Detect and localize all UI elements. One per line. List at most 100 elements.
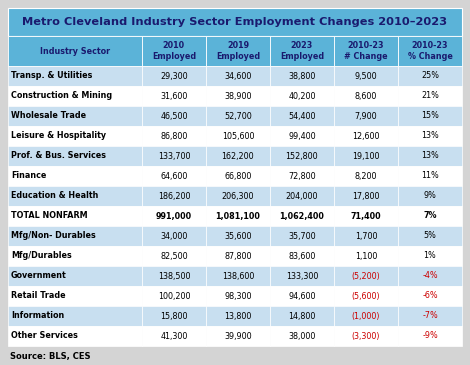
Bar (334, 266, 398, 286)
Bar (206, 326, 270, 346)
Bar (334, 286, 398, 306)
Bar (206, 206, 270, 226)
Text: 12,600: 12,600 (352, 131, 380, 141)
Bar (8, 146, 142, 166)
Text: 72,800: 72,800 (288, 172, 316, 181)
Bar (206, 36, 270, 66)
Bar (398, 226, 462, 246)
Text: 2010
Employed: 2010 Employed (152, 41, 196, 61)
Text: 86,800: 86,800 (160, 131, 188, 141)
Text: Mfg/Durables: Mfg/Durables (11, 251, 72, 261)
Bar (206, 166, 270, 186)
Text: 71,400: 71,400 (351, 211, 381, 220)
Bar (142, 286, 206, 306)
Text: 15%: 15% (421, 111, 439, 120)
Bar (398, 326, 462, 346)
Text: 991,000: 991,000 (156, 211, 192, 220)
Text: TOTAL NONFARM: TOTAL NONFARM (11, 211, 87, 220)
Text: -9%: -9% (422, 331, 438, 341)
Bar (398, 106, 462, 126)
Bar (206, 146, 270, 166)
Text: 1%: 1% (423, 251, 436, 261)
Bar (334, 186, 398, 206)
Text: 46,500: 46,500 (160, 111, 188, 120)
Bar (206, 286, 270, 306)
Bar (8, 86, 142, 106)
Text: (3,300): (3,300) (352, 331, 380, 341)
Text: 19,100: 19,100 (352, 151, 380, 161)
Bar (398, 36, 462, 66)
Text: 133,700: 133,700 (158, 151, 190, 161)
Text: 35,700: 35,700 (288, 231, 316, 241)
Bar (206, 246, 270, 266)
Text: Mfg/Non- Durables: Mfg/Non- Durables (11, 231, 96, 241)
Bar (398, 66, 462, 86)
Bar (270, 186, 334, 206)
Bar (334, 86, 398, 106)
Bar (398, 86, 462, 106)
Text: -6%: -6% (422, 292, 438, 300)
Bar (8, 306, 142, 326)
Text: 13%: 13% (421, 131, 439, 141)
Bar (398, 246, 462, 266)
Bar (206, 226, 270, 246)
Text: 38,000: 38,000 (288, 331, 316, 341)
Text: Industry Sector: Industry Sector (40, 46, 110, 55)
Text: 206,300: 206,300 (222, 192, 254, 200)
Bar (270, 36, 334, 66)
Bar (142, 266, 206, 286)
Bar (142, 106, 206, 126)
Text: 34,600: 34,600 (224, 72, 251, 81)
Bar (8, 166, 142, 186)
Bar (398, 146, 462, 166)
Bar (334, 206, 398, 226)
Bar (206, 266, 270, 286)
Text: Construction & Mining: Construction & Mining (11, 92, 112, 100)
Bar (206, 86, 270, 106)
Text: 13%: 13% (421, 151, 439, 161)
Bar (142, 86, 206, 106)
Bar (334, 126, 398, 146)
Text: 100,200: 100,200 (158, 292, 190, 300)
Bar (8, 226, 142, 246)
Text: 98,300: 98,300 (224, 292, 252, 300)
Text: 2023
Employed: 2023 Employed (280, 41, 324, 61)
Bar (270, 286, 334, 306)
Bar (206, 186, 270, 206)
Text: Metro Cleveland Industry Sector Employment Changes 2010–2023: Metro Cleveland Industry Sector Employme… (23, 17, 447, 27)
Text: Leisure & Hospitality: Leisure & Hospitality (11, 131, 106, 141)
Text: Wholesale Trade: Wholesale Trade (11, 111, 86, 120)
Bar (398, 266, 462, 286)
Text: 13,800: 13,800 (224, 311, 251, 320)
Text: 15,800: 15,800 (160, 311, 188, 320)
Text: 87,800: 87,800 (224, 251, 252, 261)
Bar (398, 166, 462, 186)
Bar (270, 246, 334, 266)
Bar (142, 126, 206, 146)
Text: 34,000: 34,000 (160, 231, 188, 241)
Text: 5%: 5% (423, 231, 437, 241)
Bar (398, 126, 462, 146)
Text: Source: BLS, CES: Source: BLS, CES (10, 352, 91, 361)
Text: 40,200: 40,200 (288, 92, 316, 100)
Text: 82,500: 82,500 (160, 251, 188, 261)
Text: 52,700: 52,700 (224, 111, 252, 120)
Text: 38,800: 38,800 (288, 72, 316, 81)
Text: 11%: 11% (421, 172, 439, 181)
Bar (142, 146, 206, 166)
Bar (8, 246, 142, 266)
Bar (334, 166, 398, 186)
Bar (8, 186, 142, 206)
Text: Other Services: Other Services (11, 331, 78, 341)
Text: 1,100: 1,100 (355, 251, 377, 261)
Text: 7%: 7% (423, 211, 437, 220)
Bar (142, 326, 206, 346)
Text: Education & Health: Education & Health (11, 192, 98, 200)
Bar (8, 8, 462, 36)
Bar (8, 266, 142, 286)
Text: -7%: -7% (422, 311, 438, 320)
Text: Prof. & Bus. Services: Prof. & Bus. Services (11, 151, 106, 161)
Text: 38,900: 38,900 (224, 92, 252, 100)
Text: 138,600: 138,600 (222, 272, 254, 280)
Bar (142, 206, 206, 226)
